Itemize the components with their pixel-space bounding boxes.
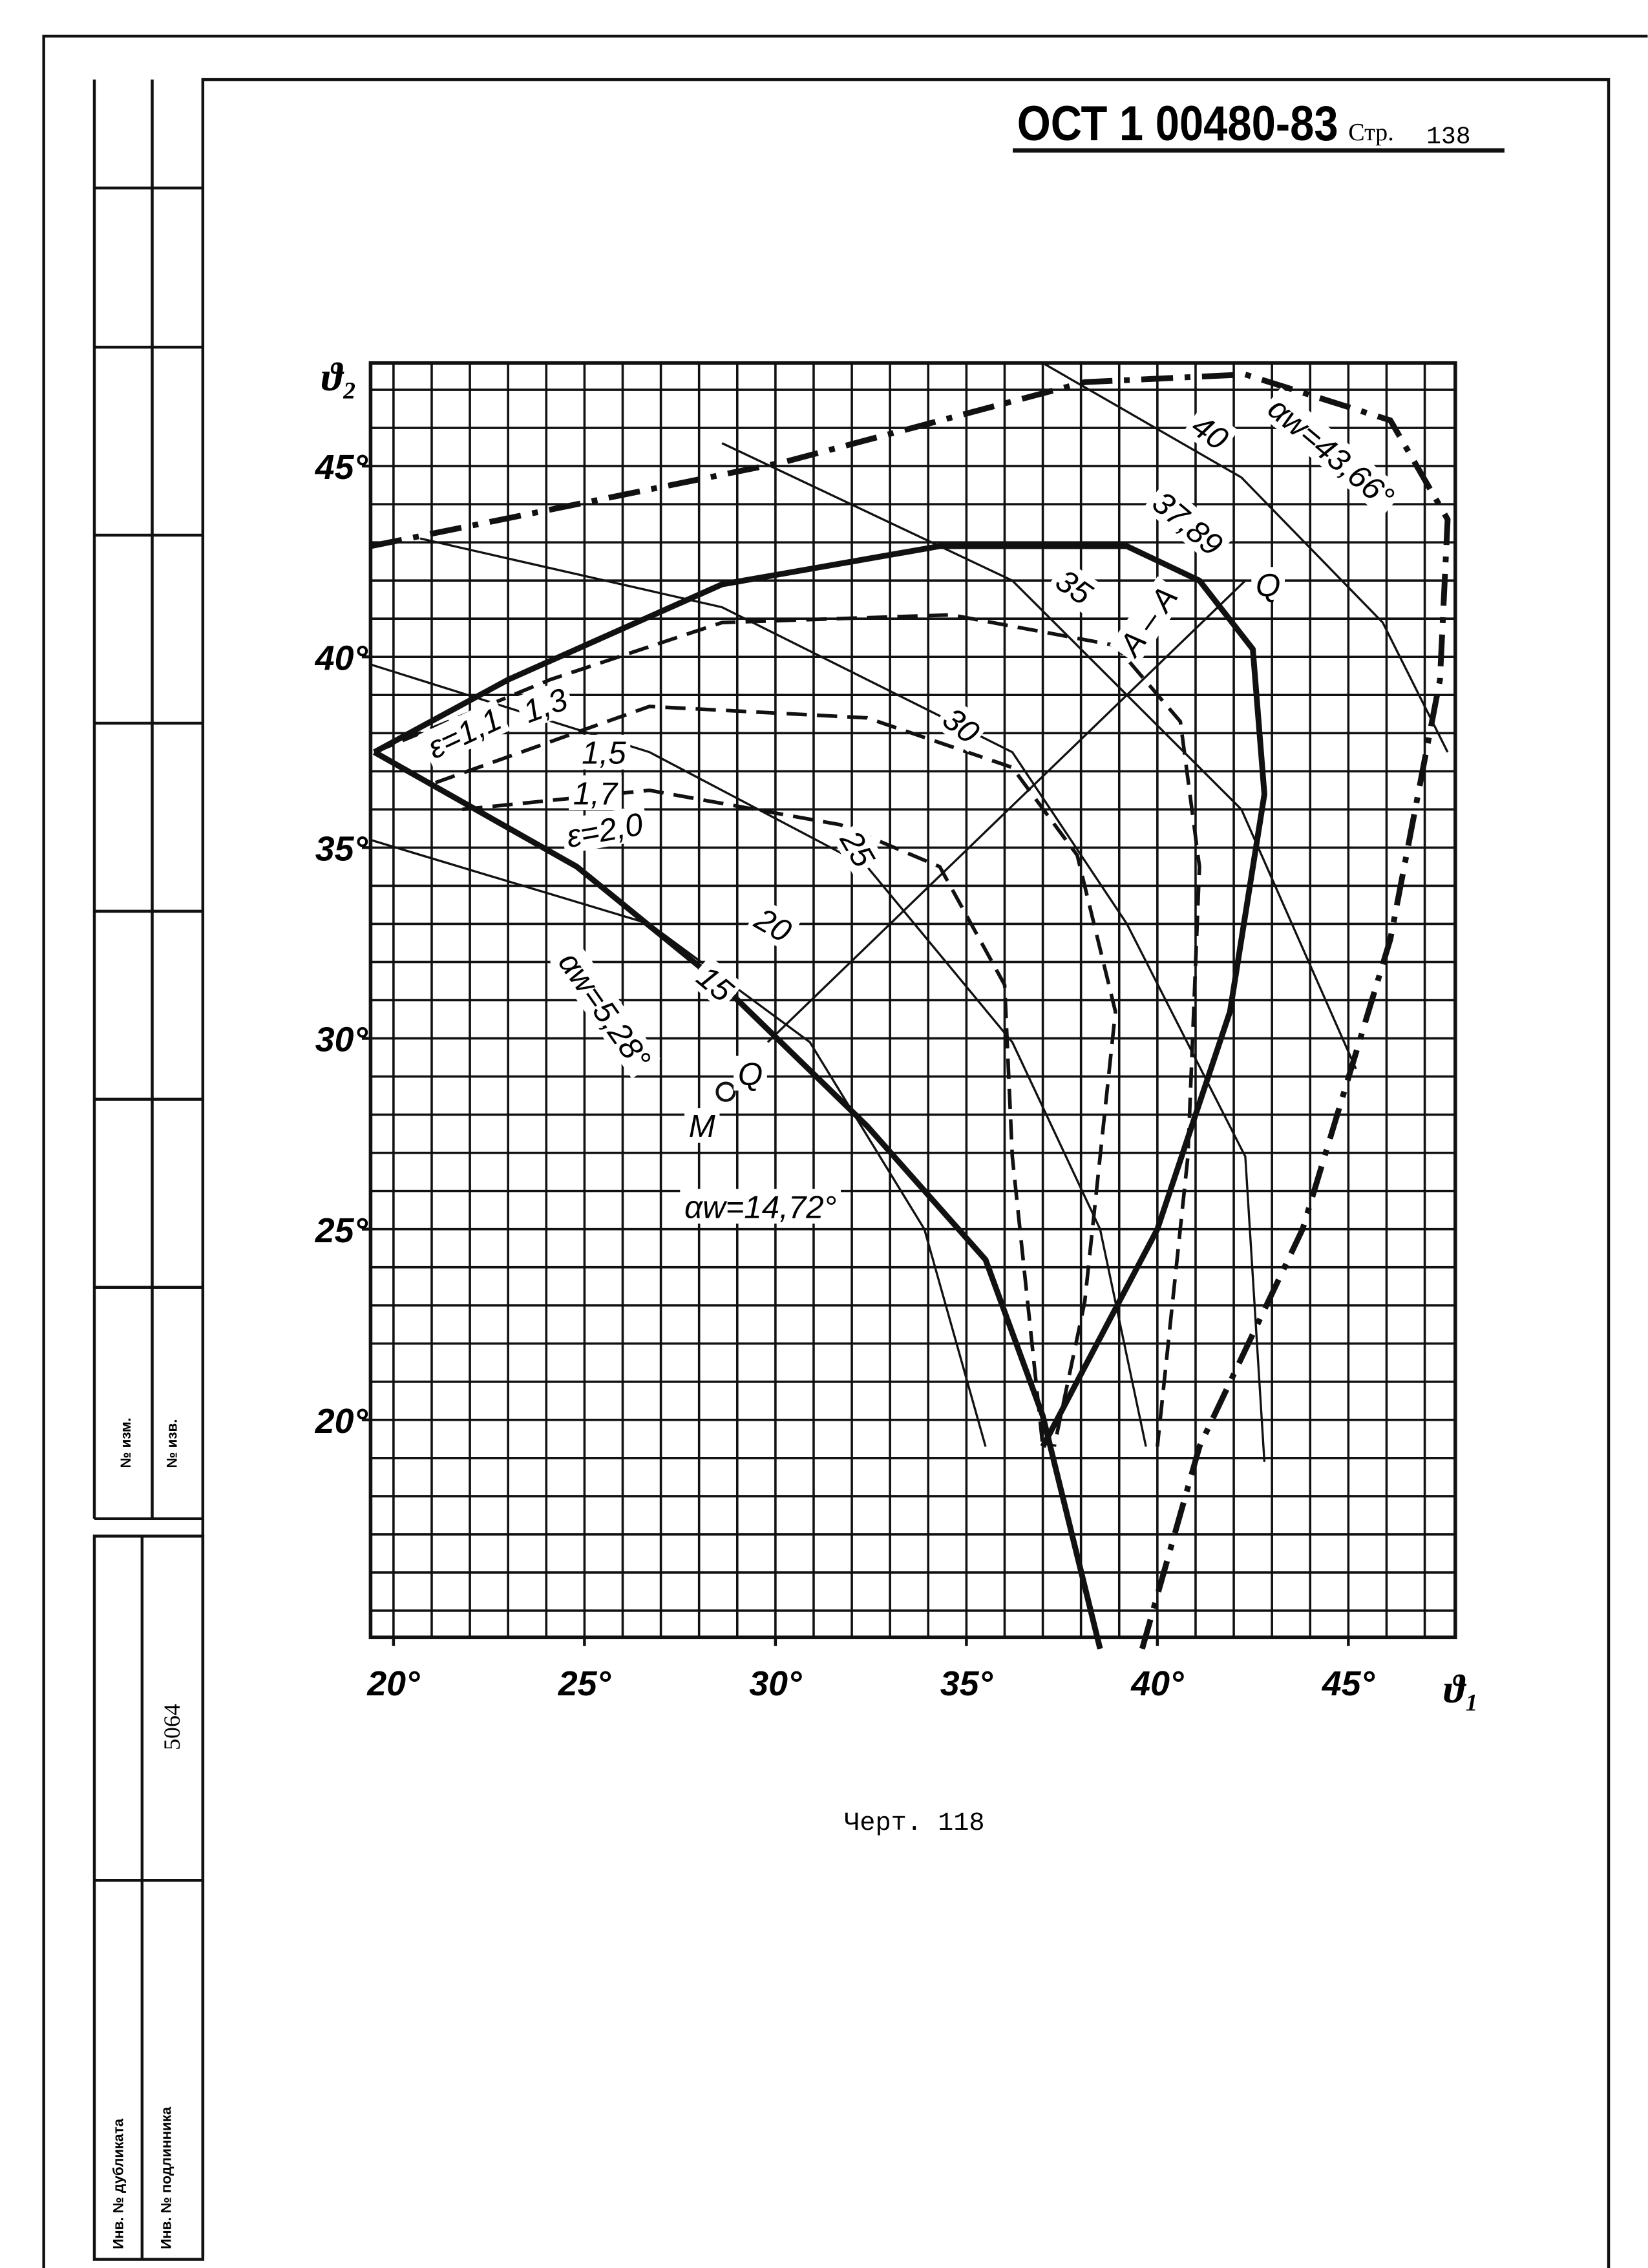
outer-frame	[42, 34, 1648, 2268]
x-tick-label: 25°	[558, 1664, 611, 1703]
annotation-bg	[577, 734, 631, 770]
document-code: ОСТ 1 00480-83	[1017, 96, 1338, 151]
curve	[1042, 362, 1449, 753]
x-tick-label: 40°	[1130, 1664, 1184, 1703]
annotation-bg	[684, 1108, 720, 1143]
annotation-bg	[1258, 387, 1404, 518]
annotation-bg	[734, 1055, 767, 1091]
x-axis-label: ϑ₁	[1444, 1666, 1479, 1712]
y-tick-label: 45°	[315, 448, 368, 487]
curve	[419, 537, 1266, 1462]
stamp-number: 5064	[159, 1704, 185, 1750]
point	[715, 1081, 736, 1102]
annotation-bg	[1046, 559, 1103, 613]
curve-label: M	[689, 1108, 715, 1144]
curve	[373, 749, 1103, 1650]
annotation-bg	[1143, 481, 1233, 565]
stamp-inv-duplicate: Инв. № дубликата	[111, 2118, 127, 2249]
annotation-bg	[569, 775, 622, 811]
curve-label: 1,7	[573, 776, 618, 811]
annotation-bg	[745, 898, 801, 951]
inner-frame	[201, 78, 1611, 2268]
y-tick-label: 40°	[315, 639, 368, 677]
x-tick-label: 20°	[366, 1664, 420, 1703]
y-tick-label: 25°	[315, 1211, 368, 1250]
annotation-bg	[1182, 405, 1239, 459]
stamp-notice-no: № изв.	[164, 1419, 180, 1468]
annotation-bg	[832, 820, 884, 876]
annotation-bg	[417, 699, 511, 767]
chart: 20° 25° 30° 35° 40° 45° 20° 25° 30° 35° 40° 45° ϑ₁ ϑ₂…	[315, 354, 1479, 1712]
curve-label: Q	[1256, 567, 1280, 603]
x-tick-label: 30°	[749, 1664, 802, 1703]
curve	[370, 838, 987, 1447]
annotation-bg	[1251, 567, 1285, 602]
annotation-bg	[559, 805, 650, 854]
figure-caption: Черт. 118	[844, 1808, 984, 1838]
annotation-bg	[687, 955, 744, 1011]
y-tick-label: 20°	[315, 1402, 368, 1441]
annotation-bg	[933, 697, 990, 752]
annotation-bg	[514, 679, 576, 730]
page-number: 138	[1426, 123, 1470, 151]
curve	[434, 705, 1117, 1447]
curve-label: αw=14,72°	[684, 1189, 836, 1225]
page-label: Стр.	[1348, 119, 1393, 146]
curve-label: Q	[738, 1056, 763, 1092]
stamp-inv-original: Инв. № подлинника	[158, 2106, 174, 2249]
x-tick-label: 35°	[940, 1664, 993, 1703]
curve	[373, 543, 1267, 1448]
y-tick-label: 30°	[315, 1021, 368, 1059]
annotation-bg	[680, 1189, 841, 1224]
stamp-column	[92, 79, 205, 2261]
curve	[370, 371, 1451, 1650]
annotation-bg	[549, 942, 660, 1079]
curve-label: 1,5	[582, 736, 626, 771]
curve	[462, 788, 1045, 1447]
x-tick-label: 45°	[1322, 1664, 1375, 1703]
y-axis-label: ϑ₂	[321, 354, 357, 399]
curve	[766, 580, 1247, 1043]
annotation-bg	[1109, 576, 1187, 665]
y-tick-label: 35°	[315, 830, 368, 869]
stamp-change-no: № изм.	[118, 1417, 134, 1468]
